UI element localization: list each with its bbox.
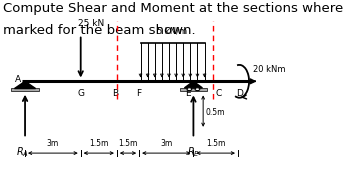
Text: 20 kNm: 20 kNm: [253, 65, 285, 74]
Text: 3m: 3m: [160, 139, 173, 148]
Text: G: G: [77, 89, 84, 98]
Text: 3m: 3m: [47, 139, 59, 148]
Polygon shape: [14, 81, 36, 89]
FancyBboxPatch shape: [11, 88, 39, 91]
Polygon shape: [184, 81, 202, 88]
Text: marked for the beam shown.: marked for the beam shown.: [3, 24, 195, 37]
Circle shape: [187, 88, 192, 91]
Text: $R_E$: $R_E$: [187, 145, 200, 159]
Text: 1.5m: 1.5m: [118, 139, 138, 148]
Circle shape: [195, 88, 200, 91]
Text: 5 kN/m: 5 kN/m: [158, 26, 188, 35]
Text: E: E: [185, 89, 191, 98]
Text: F: F: [136, 89, 142, 98]
Text: $R_A$: $R_A$: [16, 145, 29, 159]
Text: 1.5m: 1.5m: [89, 139, 108, 148]
Text: D: D: [236, 89, 243, 98]
Text: Compute Shear and Moment at the sections where: Compute Shear and Moment at the sections…: [3, 2, 343, 15]
Text: B: B: [112, 89, 119, 98]
FancyBboxPatch shape: [180, 88, 207, 92]
Text: A: A: [15, 75, 21, 84]
Text: C: C: [215, 89, 222, 98]
Text: 0.5m: 0.5m: [206, 108, 225, 117]
Text: 1.5m: 1.5m: [206, 139, 225, 148]
Text: 25 kN: 25 kN: [78, 19, 104, 28]
